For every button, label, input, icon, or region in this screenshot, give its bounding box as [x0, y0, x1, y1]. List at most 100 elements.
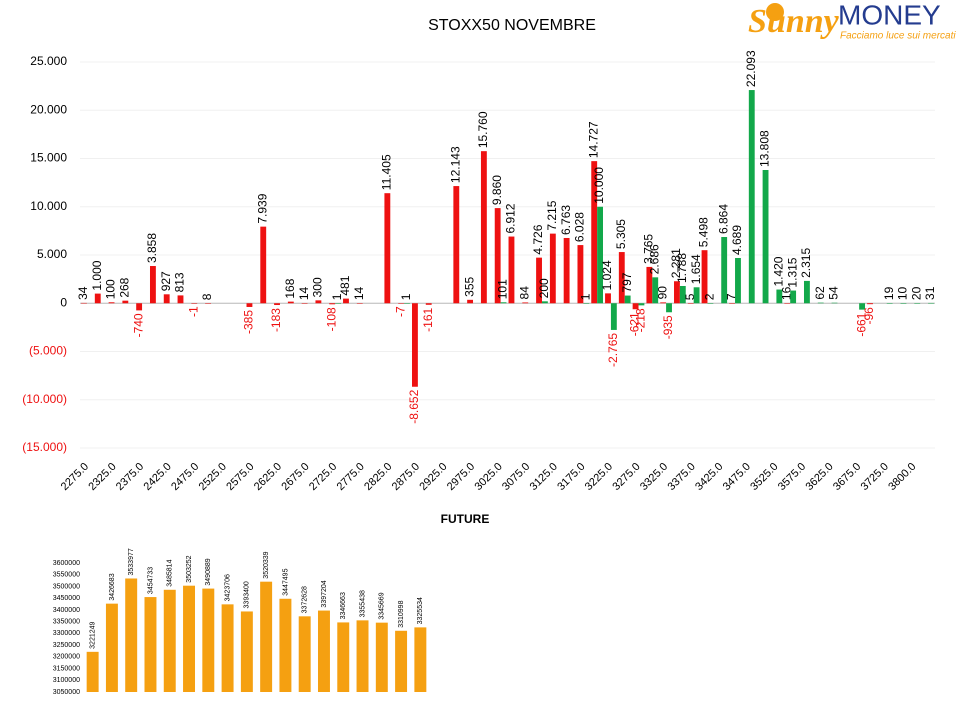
bar: [687, 303, 694, 304]
bar: [480, 151, 487, 304]
bar: [335, 303, 341, 304]
data-label: 8: [200, 293, 214, 300]
data-label: 7.939: [255, 193, 269, 223]
data-label: 2.686: [647, 244, 661, 274]
data-label: 797: [620, 272, 634, 292]
bar: [425, 303, 432, 305]
data-label: 12.143: [448, 146, 462, 183]
data-label: 3520339: [263, 551, 270, 578]
x-tick-label: 2825.0: [362, 461, 394, 493]
x-tick-label: 2925.0: [417, 461, 449, 493]
bar: [205, 303, 212, 304]
bar: [886, 303, 893, 304]
data-label: 3310998: [398, 600, 405, 627]
data-label: -8.652: [407, 389, 421, 423]
x-tick-label: 3475.0: [721, 461, 753, 493]
data-label: 3454733: [147, 567, 154, 594]
data-label: -2.765: [606, 333, 620, 367]
x-tick-label: 3525.0: [748, 461, 780, 493]
x-tick-label: 3625.0: [803, 461, 835, 493]
bar: [638, 303, 645, 306]
data-label: 300: [311, 277, 325, 297]
y-tick-label: 25.000: [30, 54, 67, 68]
bar: [928, 302, 934, 304]
data-label: -218: [634, 308, 648, 332]
data-label: 62: [813, 286, 827, 300]
data-label: 54: [827, 286, 841, 300]
bar: [279, 598, 292, 692]
bar: [298, 616, 311, 692]
data-label: 3.765: [642, 234, 656, 264]
bar: [221, 604, 234, 692]
data-label: 7.215: [545, 200, 559, 230]
bar: [177, 295, 184, 304]
bar: [624, 295, 631, 304]
data-label: 6.028: [573, 212, 587, 242]
data-label: 14: [297, 286, 311, 300]
data-label: 13.808: [758, 130, 772, 167]
data-label: -621: [628, 312, 642, 336]
y-tick-label: 3100000: [53, 677, 80, 684]
data-label: -661: [854, 312, 868, 336]
bar: [776, 289, 783, 304]
bar: [597, 206, 603, 304]
bar: [693, 287, 700, 304]
bar: [384, 193, 391, 304]
x-tick-label: 2725.0: [307, 461, 339, 493]
data-label: 9.860: [490, 175, 504, 205]
data-label: 3447495: [282, 568, 289, 595]
data-label: -935: [661, 315, 675, 339]
data-label: 1.315: [785, 257, 799, 287]
data-label: 3355438: [359, 590, 366, 617]
bar: [287, 301, 294, 304]
data-label: 31: [923, 286, 937, 300]
bar: [163, 589, 176, 692]
logo: Sunny MONEY Facciamo luce sui mercati: [748, 0, 956, 42]
data-label: 4.689: [730, 225, 744, 255]
data-label: 3533977: [128, 548, 135, 575]
data-label: 2: [703, 293, 717, 300]
bar: [81, 302, 87, 304]
x-tick-label: 3375.0: [666, 461, 698, 493]
y-tick-label: 15.000: [30, 151, 67, 165]
data-label: 813: [173, 272, 187, 292]
bar: [183, 585, 196, 692]
data-label: 6.864: [716, 204, 730, 234]
data-label: 14.727: [586, 121, 600, 158]
data-label: 1.000: [90, 260, 104, 290]
data-label: 3426683: [109, 573, 116, 600]
data-label: 6.763: [559, 205, 573, 235]
x-tick-label: 3075.0: [500, 461, 532, 493]
bar: [784, 303, 791, 304]
data-label: 3372628: [302, 586, 309, 613]
y-tick-label: 3450000: [53, 595, 80, 602]
bar: [317, 610, 330, 692]
y-tick-label: 3050000: [53, 689, 80, 696]
x-tick-label: 3225.0: [583, 461, 615, 493]
data-label: 3503252: [186, 555, 193, 582]
bar: [563, 237, 570, 304]
x-tick-label: 2875.0: [390, 461, 422, 493]
y-tick-label: 3300000: [53, 630, 80, 637]
bar: [660, 302, 667, 304]
x-tick-label: 2775.0: [335, 461, 367, 493]
y-tick-label: 0: [60, 295, 67, 309]
x-tick-label: 3725.0: [859, 461, 891, 493]
bar: [541, 301, 548, 304]
logo-brand: MONEY: [838, 0, 941, 30]
bar: [404, 303, 410, 304]
data-label: 16: [779, 286, 793, 300]
bar: [395, 630, 408, 692]
data-label: -108: [324, 307, 338, 331]
bar: [577, 245, 584, 304]
data-label: 1.788: [675, 253, 689, 283]
data-label: 3346663: [340, 592, 347, 619]
x-tick-label: 2625.0: [252, 461, 284, 493]
bar: [343, 298, 349, 304]
x-tick-label: 3175.0: [555, 461, 587, 493]
data-label: -7: [393, 306, 407, 317]
bar: [803, 280, 810, 304]
y-tick-label: 3200000: [53, 654, 80, 661]
bar: [163, 294, 170, 304]
data-label: 3490889: [205, 558, 212, 585]
